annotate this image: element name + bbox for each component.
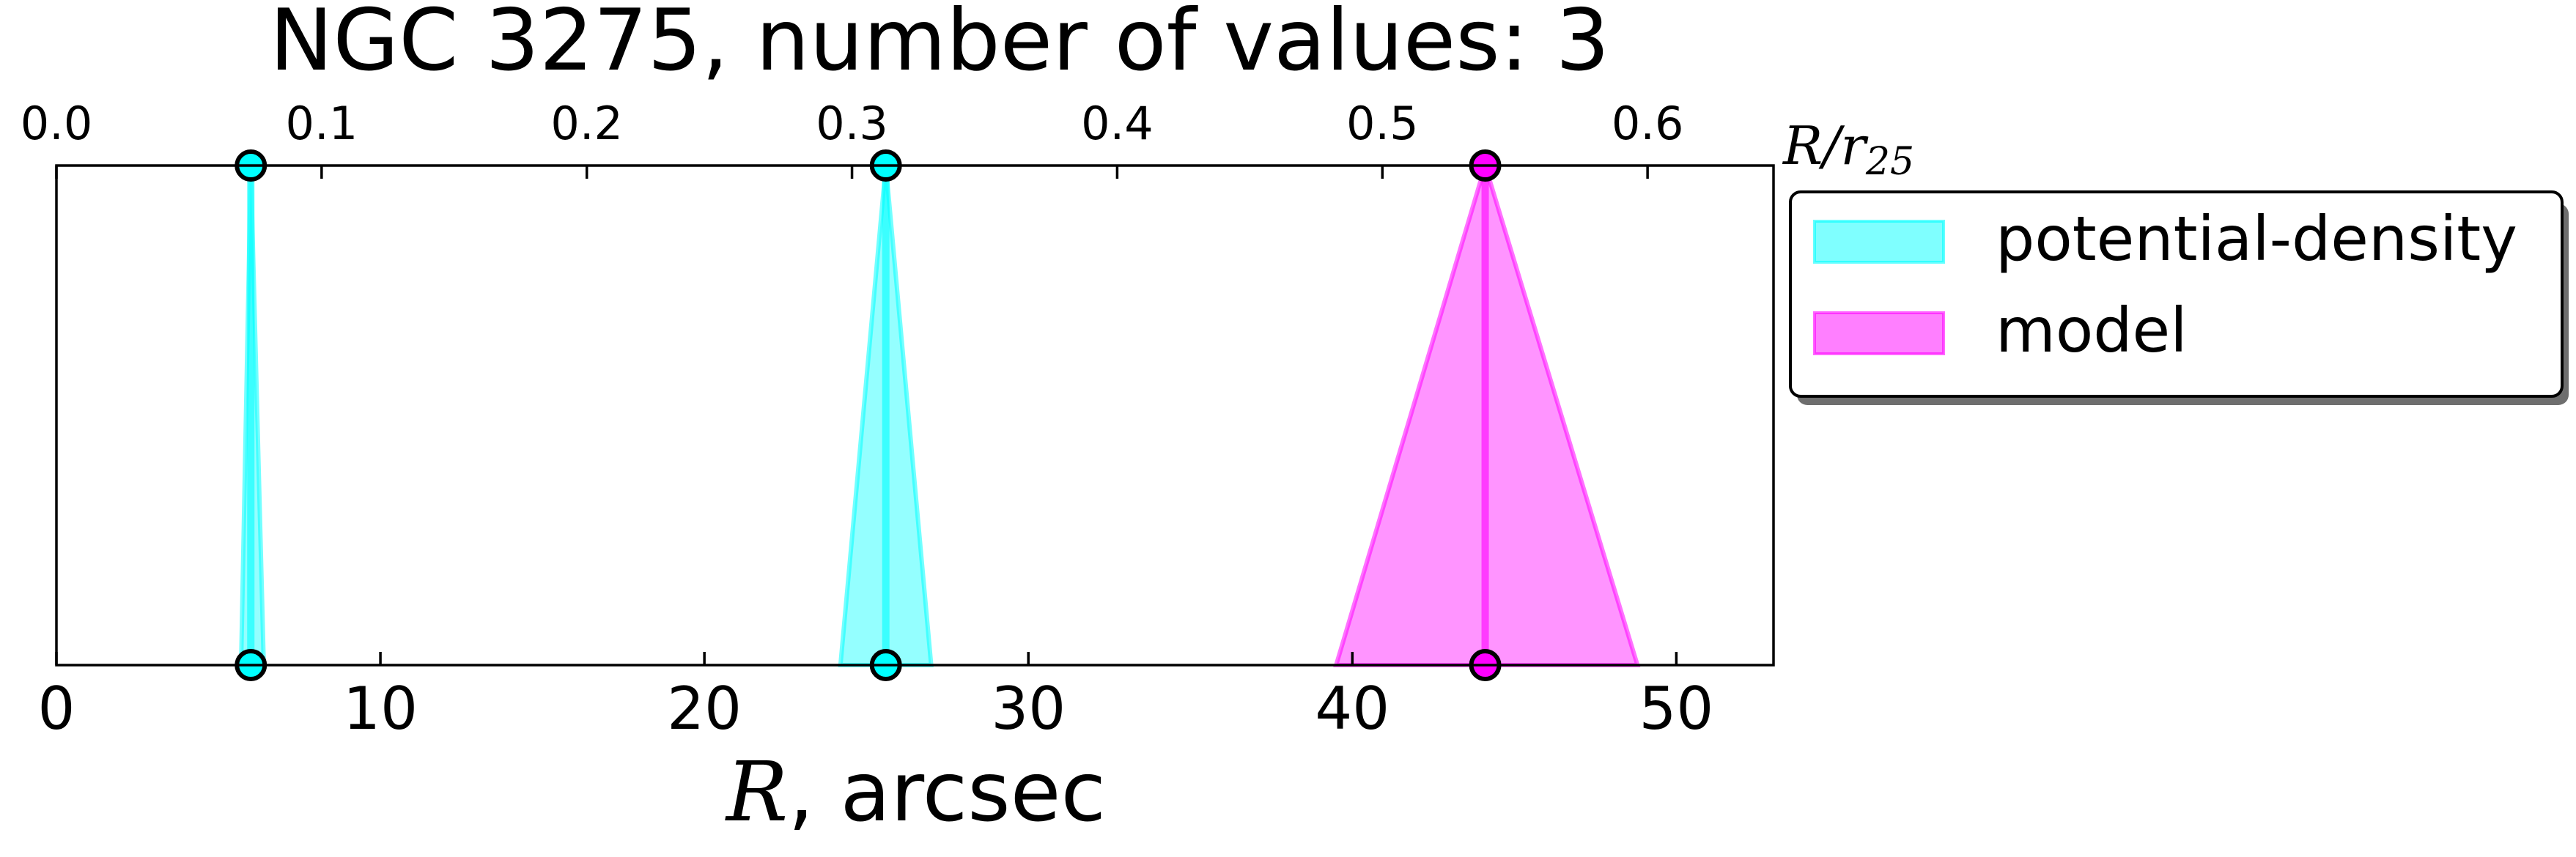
plot-areas bbox=[235, 149, 1641, 681]
top-tick-label-0.1: 0.1 bbox=[286, 97, 358, 150]
legend-swatch-potential-density bbox=[1813, 220, 1945, 264]
legend-label-model: model bbox=[1996, 294, 2188, 366]
top-tick-label-0.0: 0.0 bbox=[21, 97, 93, 150]
legend: potential-density model bbox=[1789, 190, 2569, 405]
top-tick-label-0.5: 0.5 bbox=[1346, 97, 1419, 150]
plot-area-frame bbox=[55, 164, 1775, 667]
x-tick-label-20: 20 bbox=[667, 675, 742, 743]
legend-swatch-model bbox=[1813, 311, 1945, 355]
x-tick-label-30: 30 bbox=[991, 675, 1066, 743]
x-tick-label-0: 0 bbox=[38, 675, 75, 743]
top-axis-label-subscript: 25 bbox=[1865, 140, 1914, 184]
top-axis-label-base: R/r bbox=[1782, 115, 1868, 177]
legend-box bbox=[1789, 190, 2564, 398]
x-axis-label-symbol: R bbox=[725, 745, 788, 840]
chart-title: NGC 3275, number of values: 3 bbox=[270, 0, 1610, 90]
top-axis-label: R/r25 bbox=[1782, 115, 1914, 184]
x-tick-label-40: 40 bbox=[1315, 675, 1390, 743]
legend-label-potential-density: potential-density bbox=[1996, 203, 2517, 275]
top-axis: 0.0 0.1 0.2 0.3 0.4 0.5 0.6 bbox=[21, 97, 1684, 179]
top-tick-label-0.2: 0.2 bbox=[550, 97, 623, 150]
x-axis-label: R, arcsec bbox=[725, 745, 1106, 840]
bottom-axis: 0 10 20 30 40 50 bbox=[38, 652, 1713, 743]
top-tick-label-0.4: 0.4 bbox=[1081, 97, 1154, 150]
x-axis-label-unit: , arcsec bbox=[788, 745, 1106, 840]
top-tick-label-0.6: 0.6 bbox=[1612, 97, 1684, 150]
top-tick-label-0.3: 0.3 bbox=[816, 97, 888, 150]
x-tick-label-50: 50 bbox=[1639, 675, 1713, 743]
x-tick-label-10: 10 bbox=[343, 675, 418, 743]
